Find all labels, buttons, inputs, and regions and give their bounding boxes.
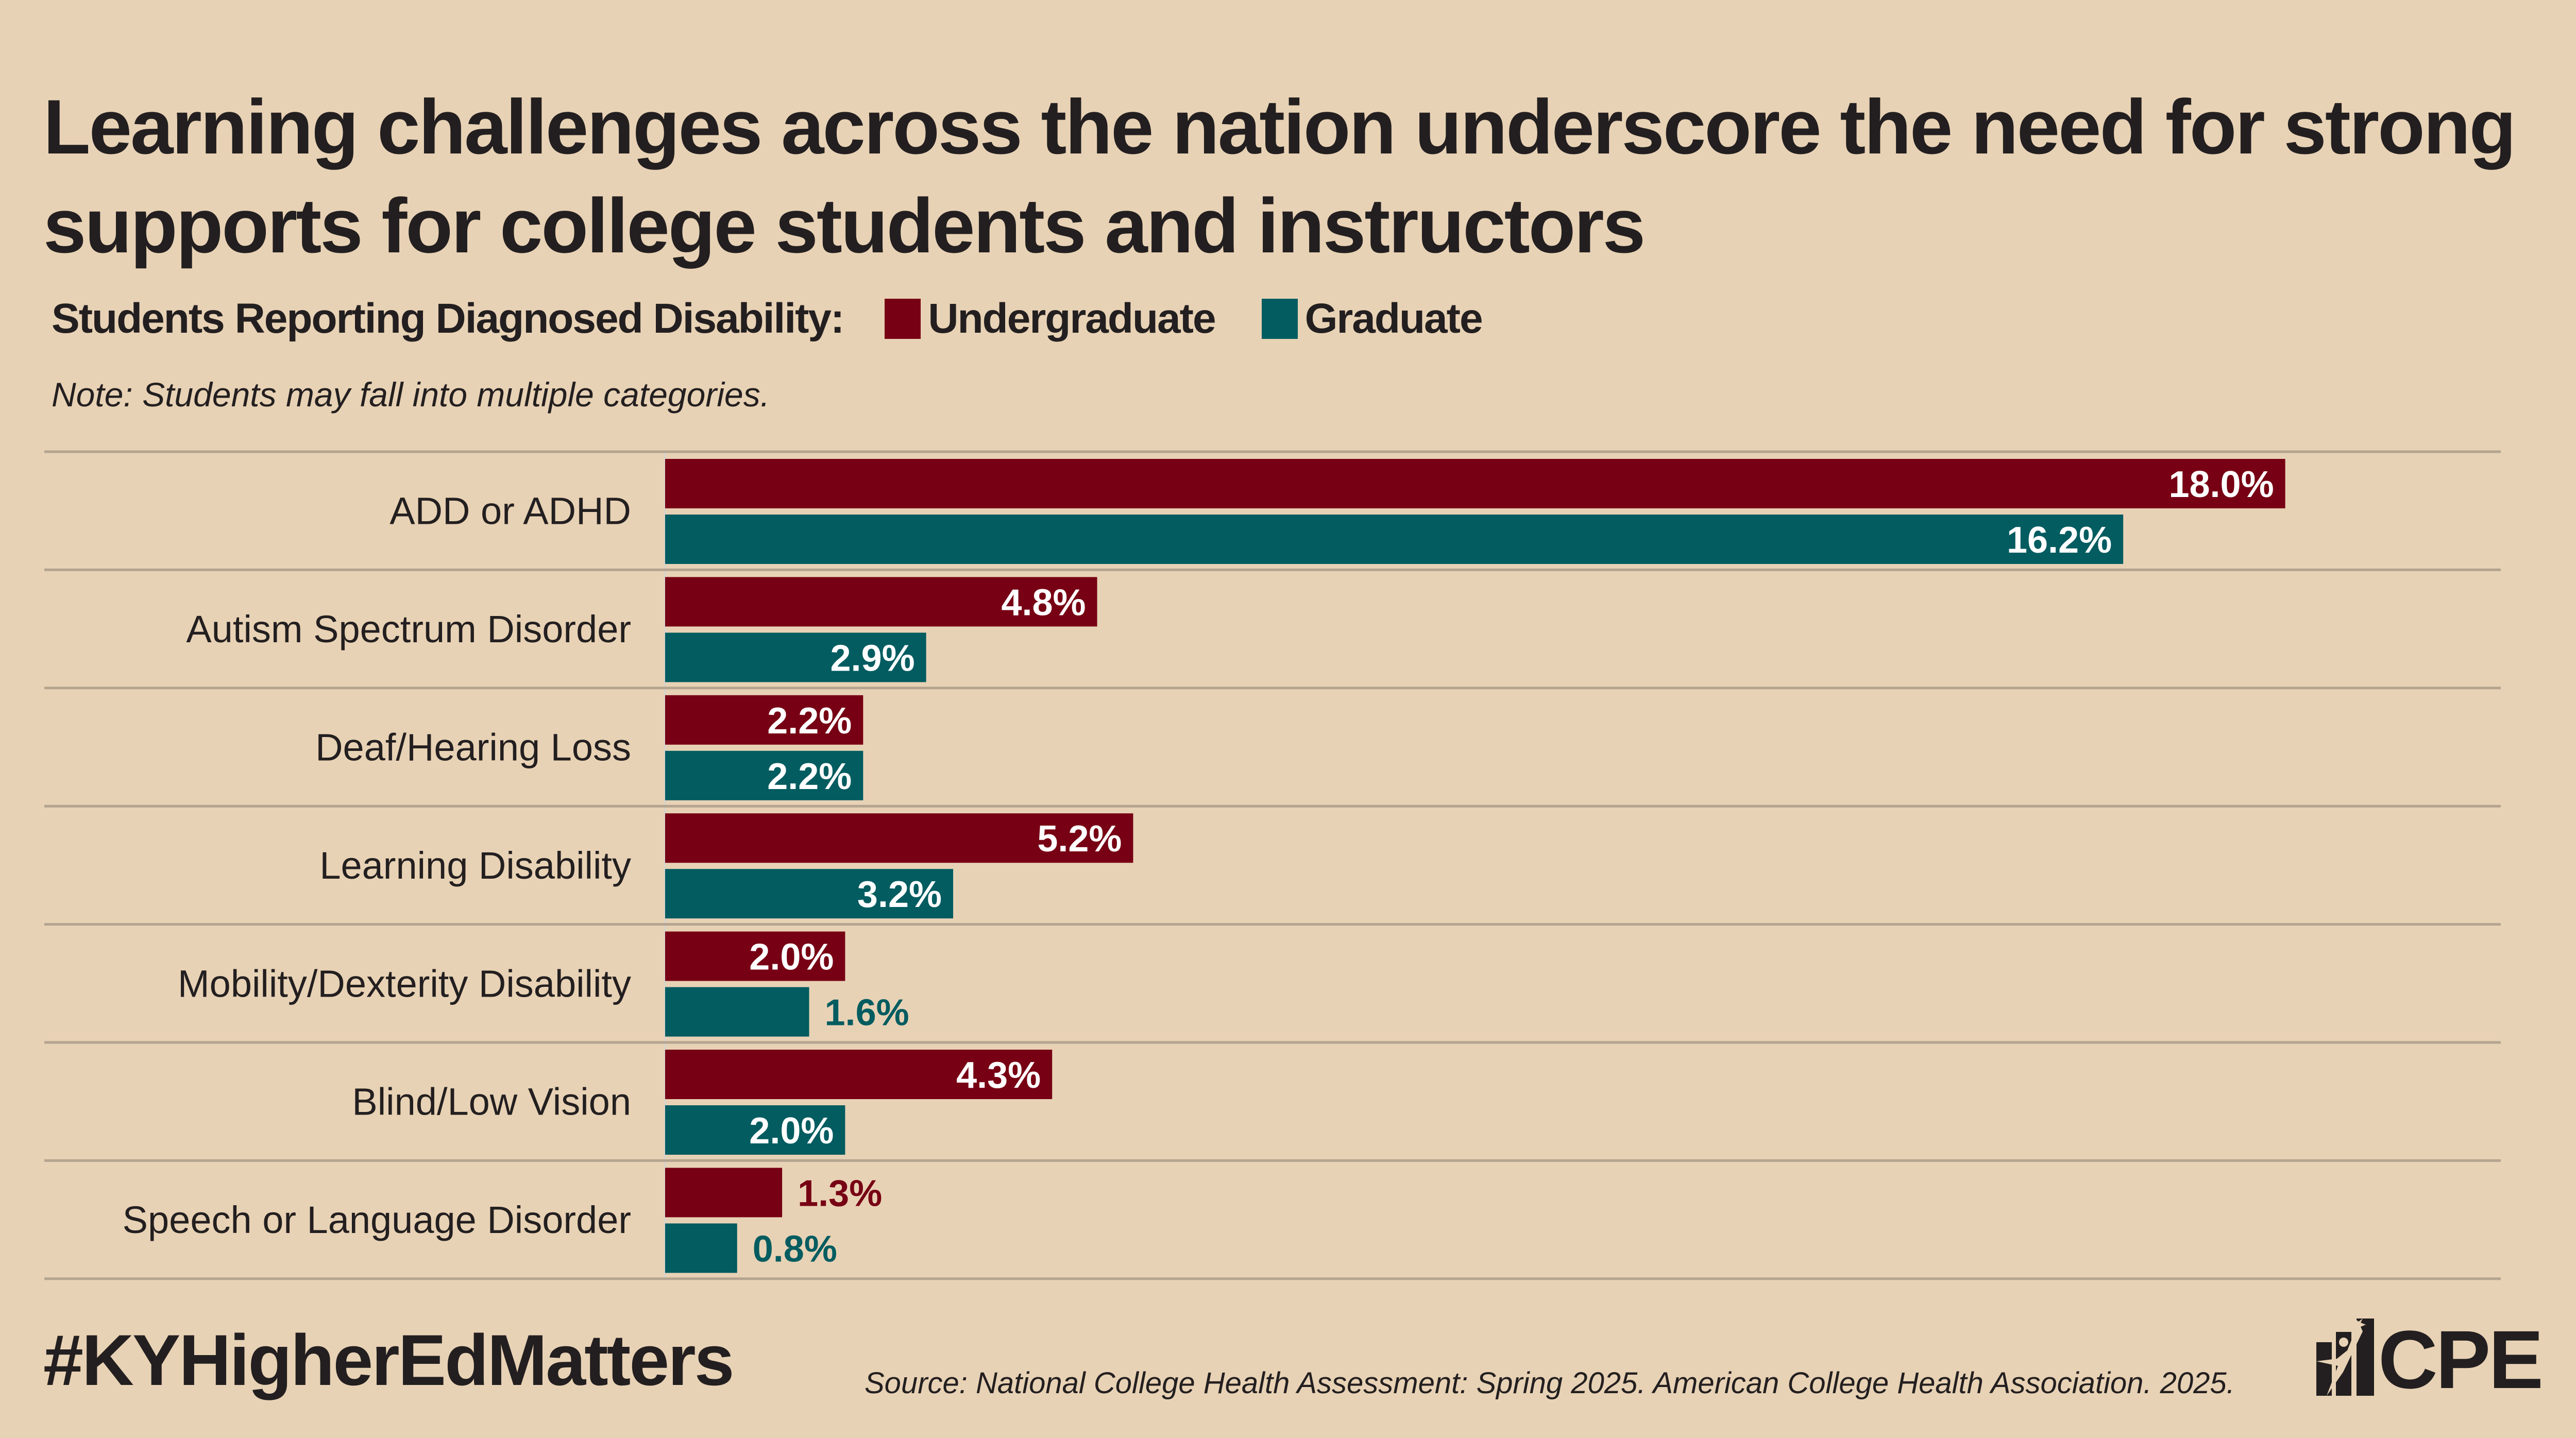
source-note: Source: National College Health Assessme…	[865, 1366, 2235, 1400]
data-label: 4.3%	[956, 1055, 1041, 1096]
bar-graduate	[665, 1223, 737, 1273]
legend-item-graduate: Graduate	[1304, 295, 1483, 342]
category-label: Blind/Low Vision	[352, 1081, 631, 1123]
chart-note: Note: Students may fall into multiple ca…	[52, 375, 770, 414]
bar-graduate	[665, 750, 863, 800]
cpe-logo: CPE	[2316, 1313, 2544, 1406]
data-label: 2.9%	[831, 638, 915, 679]
legend-swatch-graduate	[1261, 299, 1298, 339]
bar-undergraduate	[665, 695, 863, 745]
category-label: ADD or ADHD	[389, 490, 631, 533]
legend-item-undergraduate: Undergraduate	[928, 295, 1216, 342]
data-label: 0.8%	[753, 1228, 837, 1270]
category-label: Deaf/Hearing Loss	[315, 726, 631, 769]
data-label: 1.3%	[798, 1173, 882, 1214]
star-figure-bars-icon	[2316, 1319, 2374, 1396]
bar-graduate	[665, 987, 809, 1037]
data-label: 18.0%	[2168, 464, 2274, 505]
data-label: 2.0%	[749, 937, 834, 978]
data-label: 2.2%	[767, 756, 852, 797]
bar-graduate	[665, 869, 954, 919]
data-label: 1.6%	[825, 992, 909, 1034]
data-label: 2.2%	[767, 700, 852, 742]
data-label: 16.2%	[2007, 520, 2112, 561]
bar-graduate	[665, 1105, 845, 1155]
bar-undergraduate	[665, 1050, 1053, 1099]
legend-label: Students Reporting Diagnosed Disability:	[52, 295, 844, 342]
page-title: Learning challenges across the nation un…	[43, 83, 2516, 269]
bar-undergraduate	[665, 577, 1097, 627]
data-label: 3.2%	[857, 874, 942, 915]
category-label: Autism Spectrum Disorder	[186, 608, 631, 650]
bar-graduate	[665, 632, 926, 682]
bar-undergraduate	[665, 931, 845, 981]
legend: Students Reporting Diagnosed Disability:…	[52, 295, 1483, 343]
category-label: Mobility/Dexterity Disability	[178, 962, 631, 1005]
bar-graduate	[665, 515, 2124, 564]
bar-undergraduate	[665, 1168, 783, 1218]
data-label: 2.0%	[749, 1110, 834, 1152]
category-label: Speech or Language Disorder	[123, 1199, 631, 1241]
logo-text: CPE	[2378, 1313, 2544, 1406]
data-label: 4.8%	[1001, 582, 1086, 623]
data-label: 5.2%	[1037, 818, 1122, 860]
legend-swatch-undergraduate	[885, 299, 921, 339]
bar-undergraduate	[665, 459, 2285, 508]
hashtag: #KYHigherEdMatters	[43, 1320, 735, 1400]
category-label: Learning Disability	[319, 844, 631, 887]
bar-undergraduate	[665, 813, 1133, 863]
